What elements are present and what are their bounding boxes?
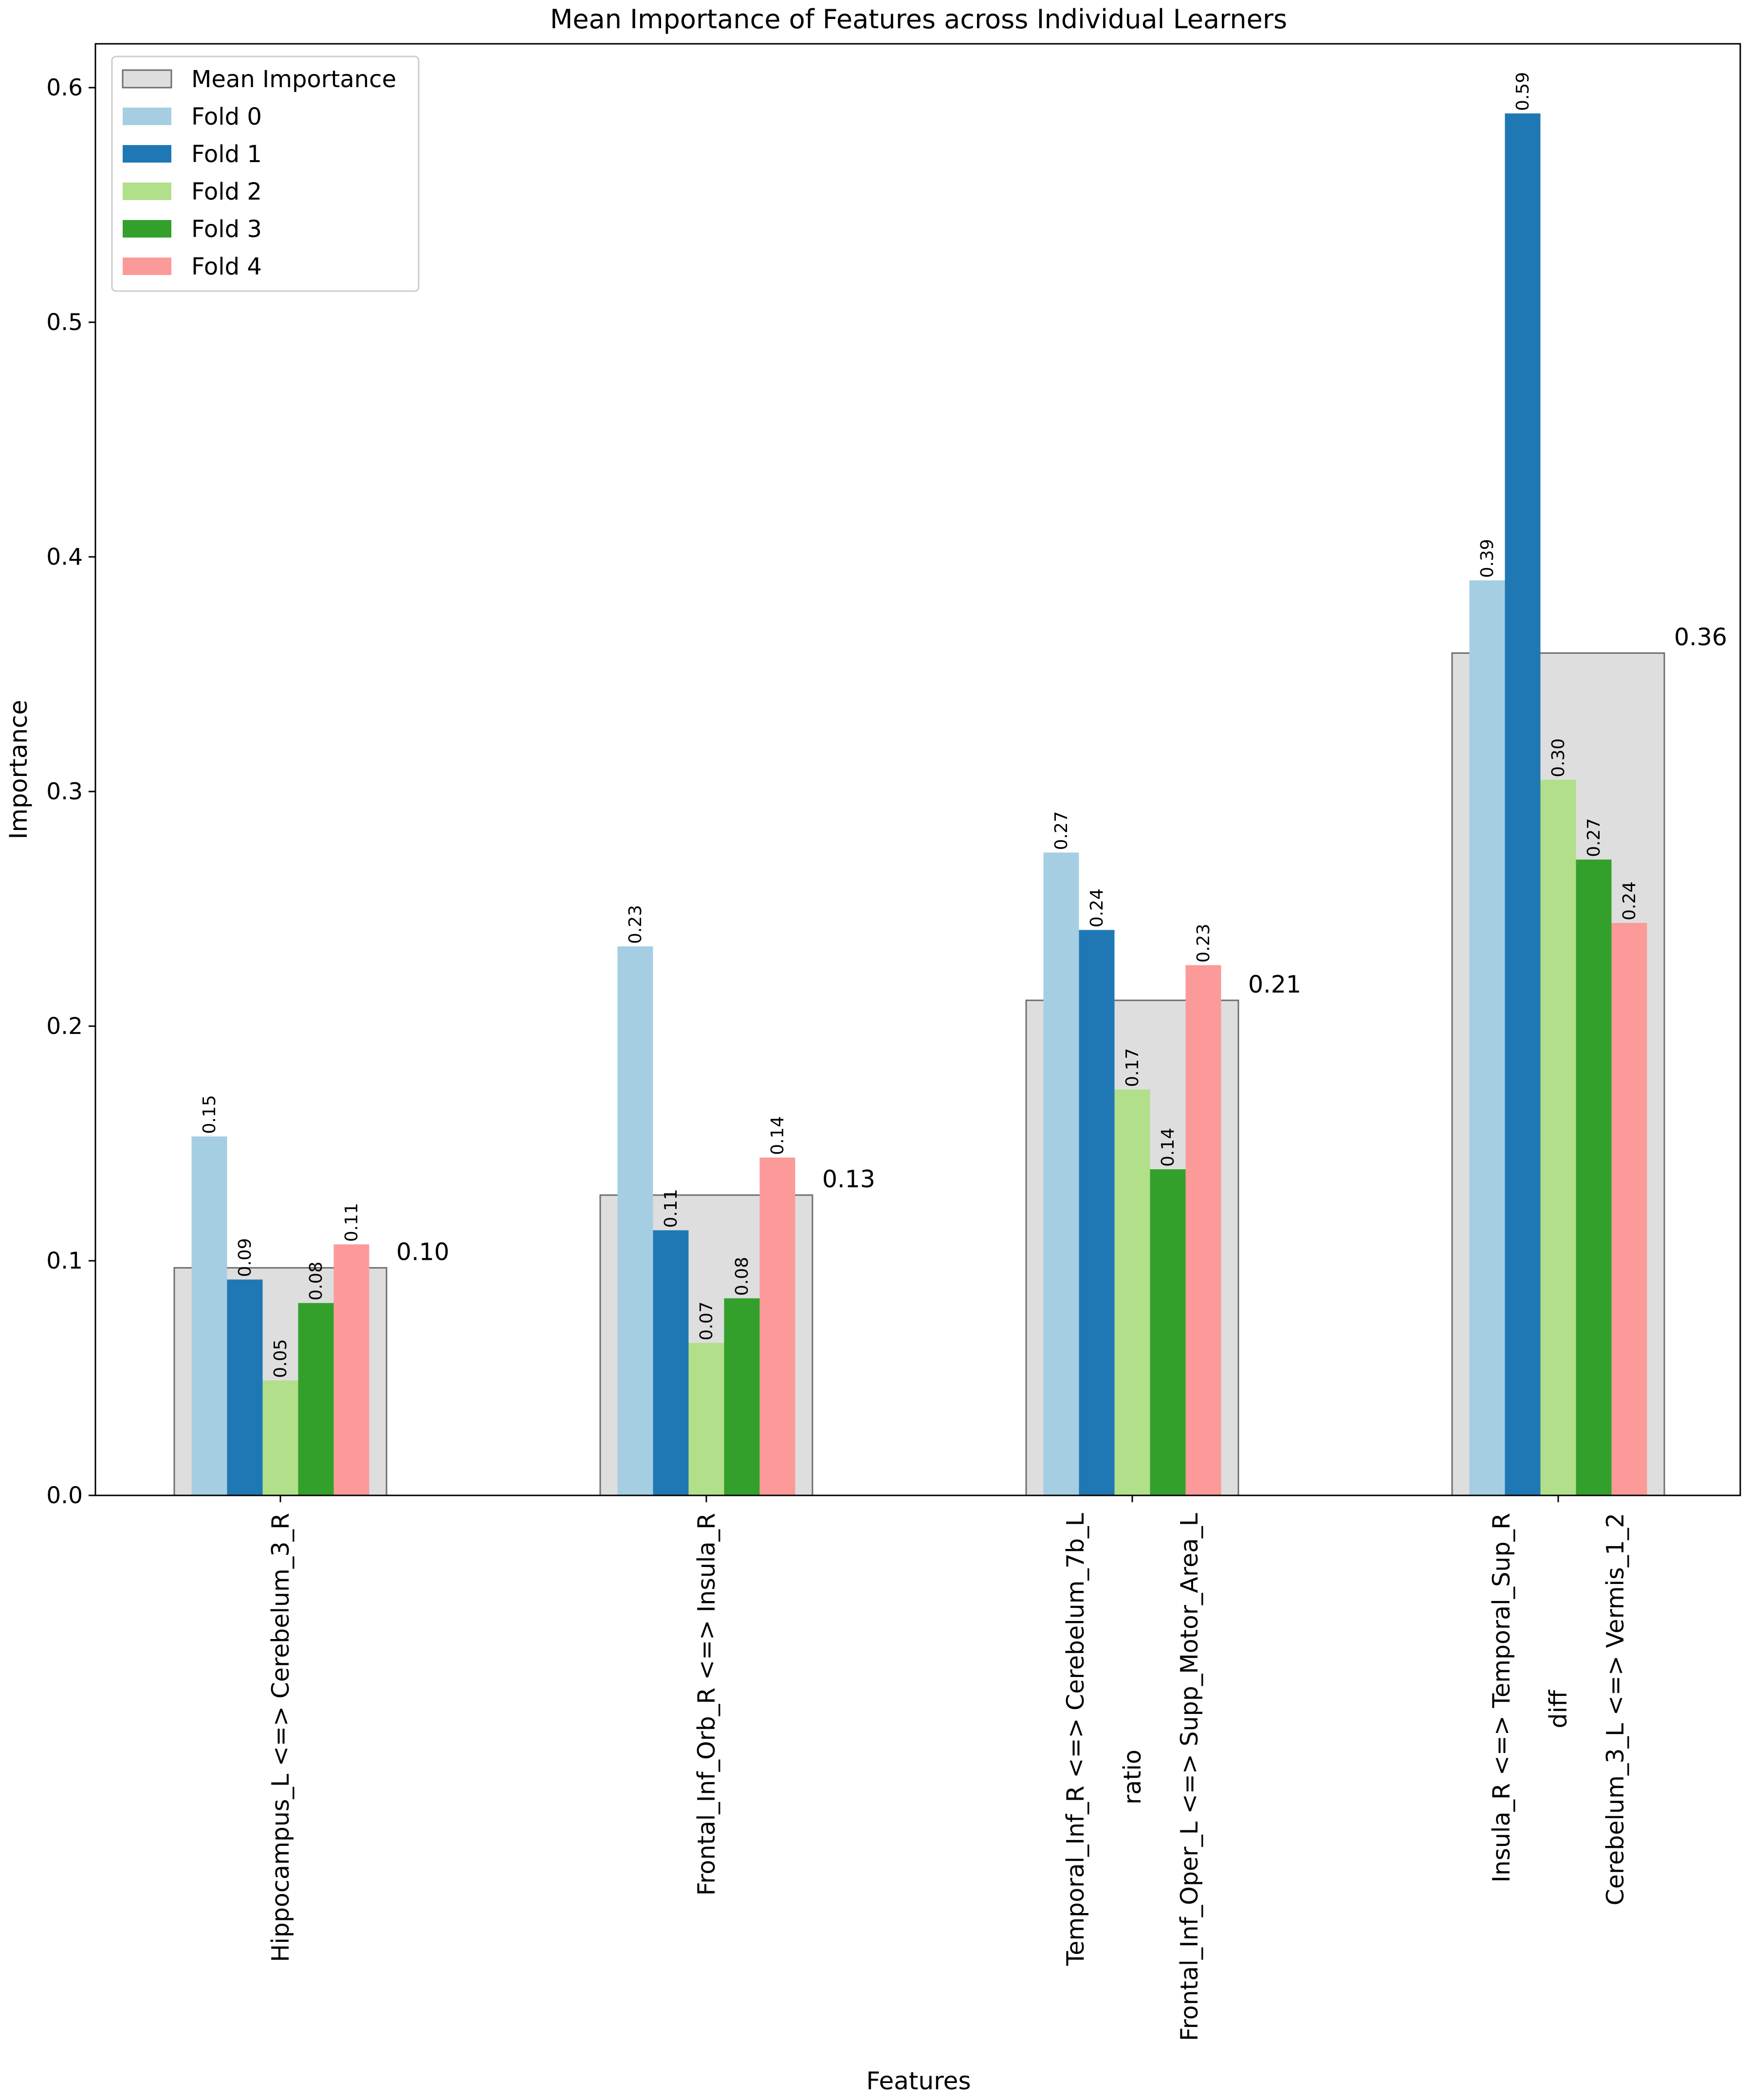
x-tick-label-line: Frontal_Inf_Oper_L <=> Supp_Motor_Area_L <box>1176 1512 1203 2041</box>
y-axis-label: Importance <box>4 700 33 840</box>
legend-label-fold-1: Fold 1 <box>191 141 262 168</box>
y-tick-label: 0.3 <box>46 778 83 805</box>
fold-value-label: 0.24 <box>1087 888 1107 927</box>
x-axis-ticks: Hippocampus_L <=> Cerebelum_3_R Frontal_I… <box>267 1495 1629 2041</box>
x-tick-label-line: diff <box>1545 1690 1572 1729</box>
fold-bar-fold-0 <box>191 1136 227 1495</box>
x-tick-label-line: Frontal_Inf_Orb_R <=> Insula_R <box>693 1513 720 1896</box>
legend-label-fold-3: Fold 3 <box>191 216 262 243</box>
legend-swatch-fold-2 <box>123 183 171 200</box>
mean-value-label: 0.10 <box>396 1238 449 1266</box>
fold-value-label: 0.11 <box>342 1203 362 1242</box>
x-tick-label: Frontal_Inf_Orb_R <=> Insula_R <box>693 1513 720 1896</box>
fold-value-label: 0.14 <box>1158 1128 1178 1167</box>
fold-value-label: 0.05 <box>271 1339 291 1378</box>
mean-value-label: 0.21 <box>1248 971 1301 998</box>
legend-swatch-mean-importance <box>122 69 172 89</box>
fold-bar-fold-1 <box>1079 930 1115 1495</box>
fold-bar-fold-3 <box>1150 1169 1186 1495</box>
x-tick-label: Insula_R <=> Temporal_Sup_R diff Cerebelum… <box>1488 1513 1629 1905</box>
plot-area-frame <box>94 43 1741 1496</box>
y-tick-label: 0.2 <box>46 1013 83 1040</box>
fold-bar-fold-4 <box>333 1244 369 1495</box>
legend-swatch-fold-4 <box>123 258 171 275</box>
fold-value-label: 0.09 <box>235 1238 255 1277</box>
fold-bar-fold-0 <box>1043 852 1079 1495</box>
legend-swatch-fold-0 <box>123 108 171 125</box>
legend-label-fold-4: Fold 4 <box>191 253 262 280</box>
fold-bar-fold-2 <box>262 1380 298 1495</box>
legend-swatch-fold-1 <box>123 145 171 163</box>
chart-title: Mean Importance of Features across Indiv… <box>550 4 1287 35</box>
x-axis-label: Features <box>866 2067 971 2095</box>
legend-label-mean-importance: Mean Importance <box>191 66 396 93</box>
legend-label-fold-2: Fold 2 <box>191 178 262 205</box>
fold-value-label: 0.23 <box>1194 924 1214 963</box>
fold-value-label: 0.27 <box>1051 811 1071 850</box>
legend-frame <box>111 55 420 292</box>
fold-bar-fold-0 <box>1469 580 1505 1495</box>
y-tick-label: 0.4 <box>46 544 83 571</box>
x-tick-label-line: Cerebelum_3_L <=> Vermis_1_2 <box>1602 1513 1629 1905</box>
fold-value-label: 0.08 <box>732 1257 752 1296</box>
fold-value-label: 0.08 <box>306 1262 326 1301</box>
fold-bar-fold-1 <box>1505 113 1541 1495</box>
y-tick-label: 0.6 <box>46 74 83 101</box>
fold-bar-fold-1 <box>227 1279 263 1495</box>
legend: Mean Importance Fold 0 Fold 1 Fold 2 Fold 3 F… <box>111 55 420 292</box>
fold-value-label: 0.27 <box>1584 818 1604 857</box>
fold-bar-fold-2 <box>1114 1089 1150 1495</box>
fold-bar-fold-3 <box>298 1303 334 1495</box>
fold-bars <box>191 113 1647 1495</box>
fold-bar-fold-4 <box>1611 922 1647 1495</box>
fold-bar-fold-2 <box>1540 779 1576 1495</box>
fold-bar-fold-4 <box>759 1157 795 1495</box>
fold-bar-fold-4 <box>1185 965 1221 1495</box>
legend-swatch-fold-3 <box>123 220 171 238</box>
fold-value-label: 0.11 <box>661 1189 681 1228</box>
bar-value-labels: 0.10 0.13 0.21 0.36 0.15 0.23 0.27 0.39 0.09 0.11… <box>200 72 1727 1378</box>
legend-label-fold-0: Fold 0 <box>191 103 262 130</box>
fold-value-label: 0.23 <box>626 905 645 944</box>
fold-bar-fold-2 <box>688 1343 724 1495</box>
x-tick-label: Hippocampus_L <=> Cerebelum_3_R <box>267 1513 295 1962</box>
y-tick-label: 0.0 <box>46 1482 83 1509</box>
fold-value-label: 0.14 <box>768 1116 788 1155</box>
x-tick-label-line: Insula_R <=> Temporal_Sup_R <box>1488 1513 1515 1882</box>
fold-value-label: 0.39 <box>1477 539 1497 578</box>
fold-value-label: 0.30 <box>1548 738 1568 777</box>
mean-value-label: 0.13 <box>822 1165 875 1193</box>
x-tick-label-line: Hippocampus_L <=> Cerebelum_3_R <box>267 1513 295 1962</box>
x-tick-label-line: ratio <box>1119 1750 1146 1805</box>
fold-value-label: 0.07 <box>697 1302 717 1341</box>
fold-value-label: 0.15 <box>200 1095 220 1134</box>
fold-bar-fold-0 <box>617 946 653 1495</box>
y-axis-ticks: 0.0 0.1 0.2 0.3 0.4 0.5 0.6 <box>46 74 95 1509</box>
fold-value-label: 0.24 <box>1620 882 1639 921</box>
mean-value-label: 0.36 <box>1674 624 1727 651</box>
fold-value-label: 0.59 <box>1513 72 1533 111</box>
x-tick-label-line: Temporal_Inf_R <=> Cerebelum_7b_L <box>1062 1512 1089 1966</box>
fold-bar-fold-1 <box>653 1230 689 1495</box>
fold-bar-fold-3 <box>1576 859 1612 1495</box>
fold-bar-fold-3 <box>724 1298 760 1495</box>
y-tick-label: 0.1 <box>46 1248 83 1274</box>
y-tick-label: 0.5 <box>46 309 83 336</box>
fold-value-label: 0.17 <box>1123 1048 1142 1087</box>
